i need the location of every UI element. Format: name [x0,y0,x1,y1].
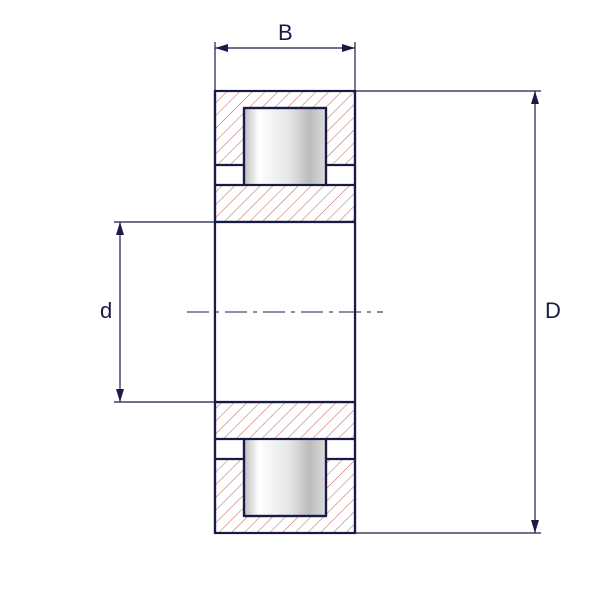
dimension-B-label: B [278,20,293,45]
bearing-diagram: B Dd [0,0,600,600]
dimension-D-label: D [545,298,561,323]
diagram-svg: B Dd [0,0,600,600]
dimension-d-label: d [100,298,112,323]
